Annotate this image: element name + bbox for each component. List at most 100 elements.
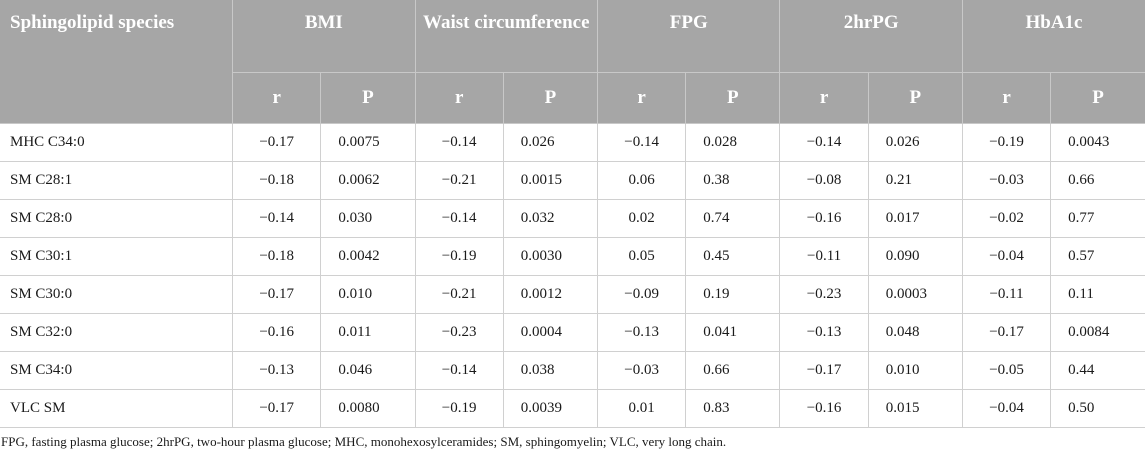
group-header-fpg: FPG [597,0,781,73]
r-value-cell: −0.09 [597,275,687,314]
species-cell: SM C34:0 [0,351,234,390]
table-row: VLC SM −0.17 0.0080 −0.19 0.0039 0.01 0.83 −0.1… [0,389,1145,428]
p-value-cell: 0.66 [685,351,781,390]
p-value-cell: 0.66 [1050,161,1145,200]
r-value-cell: −0.21 [415,275,504,314]
r-value-cell: 0.01 [597,389,687,428]
species-cell: VLC SM [0,389,234,428]
r-value-cell: −0.16 [232,313,322,352]
sub-header-p: P [868,72,963,124]
r-value-cell: −0.05 [962,351,1052,390]
p-value-cell: 0.0075 [320,122,416,162]
r-value-cell: −0.17 [779,351,869,390]
p-value-cell: 0.38 [685,161,781,200]
p-value-cell: 0.21 [868,161,963,200]
p-value-cell: 0.017 [868,199,963,238]
p-value-cell: 0.048 [868,313,963,352]
p-value-cell: 0.0062 [320,161,416,200]
r-value-cell: −0.13 [232,351,322,390]
r-value-cell: −0.21 [415,161,504,200]
p-value-cell: 0.010 [868,351,963,390]
r-value-cell: −0.23 [779,275,869,314]
group-header-waist: Waist circumference [415,0,599,73]
r-value-cell: −0.03 [962,161,1052,200]
sub-header-r: r [597,72,687,124]
r-value-cell: −0.14 [415,351,504,390]
p-value-cell: 0.026 [868,122,963,162]
r-value-cell: −0.17 [232,122,322,162]
r-value-cell: −0.16 [779,389,869,428]
p-value-cell: 0.038 [503,351,599,390]
p-value-cell: 0.50 [1050,389,1145,428]
p-value-cell: 0.041 [685,313,781,352]
r-value-cell: −0.14 [415,199,504,238]
table-row: MHC C34:0 −0.17 0.0075 −0.14 0.026 −0.14 0.028… [0,122,1145,162]
species-cell: SM C30:0 [0,275,234,314]
p-value-cell: 0.010 [320,275,416,314]
r-value-cell: −0.13 [779,313,869,352]
sub-header-r: r [415,72,504,124]
p-value-cell: 0.45 [685,237,781,276]
p-value-cell: 0.0003 [868,275,963,314]
r-value-cell: −0.19 [415,237,504,276]
table-body: MHC C34:0 −0.17 0.0075 −0.14 0.026 −0.14 0.028… [0,122,1145,428]
sub-header-r: r [779,72,869,124]
p-value-cell: 0.57 [1050,237,1145,276]
p-value-cell: 0.0004 [503,313,599,352]
r-value-cell: −0.17 [962,313,1052,352]
p-value-cell: 0.032 [503,199,599,238]
p-value-cell: 0.44 [1050,351,1145,390]
r-value-cell: −0.14 [232,199,322,238]
r-value-cell: −0.18 [232,161,322,200]
species-cell: MHC C34:0 [0,122,234,162]
r-value-cell: 0.06 [597,161,687,200]
species-column-header: Sphingolipid species [0,0,234,124]
sub-header-r: r [962,72,1052,124]
sub-header-p: P [320,72,416,124]
p-value-cell: 0.011 [320,313,416,352]
sub-header-p: P [503,72,599,124]
species-cell: SM C28:0 [0,199,234,238]
header-row-groups: Sphingolipid species BMI Waist circumfer… [0,0,1145,124]
p-value-cell: 0.77 [1050,199,1145,238]
r-value-cell: −0.19 [962,122,1052,162]
sub-header-r: r [232,72,322,124]
p-value-cell: 0.0012 [503,275,599,314]
correlation-table: Sphingolipid species BMI Waist circumfer… [0,0,1145,428]
header-row-stats: r P r P r P r P r P [0,72,1145,124]
r-value-cell: −0.17 [232,389,322,428]
r-value-cell: −0.08 [779,161,869,200]
p-value-cell: 0.0042 [320,237,416,276]
table-row: SM C34:0 −0.13 0.046 −0.14 0.038 −0.03 0.66 −0.… [0,351,1145,390]
p-value-cell: 0.046 [320,351,416,390]
group-header-bmi: BMI [232,0,416,73]
r-value-cell: −0.14 [597,122,687,162]
p-value-cell: 0.090 [868,237,963,276]
p-value-cell: 0.0084 [1050,313,1145,352]
p-value-cell: 0.015 [868,389,963,428]
p-value-cell: 0.0015 [503,161,599,200]
p-value-cell: 0.0039 [503,389,599,428]
p-value-cell: 0.83 [685,389,781,428]
r-value-cell: −0.11 [779,237,869,276]
table-row: SM C28:0 −0.14 0.030 −0.14 0.032 0.02 0.74 −0.1… [0,199,1145,238]
r-value-cell: −0.19 [415,389,504,428]
r-value-cell: −0.02 [962,199,1052,238]
p-value-cell: 0.030 [320,199,416,238]
r-value-cell: −0.16 [779,199,869,238]
r-value-cell: 0.02 [597,199,687,238]
p-value-cell: 0.74 [685,199,781,238]
p-value-cell: 0.19 [685,275,781,314]
table-row: SM C30:1 −0.18 0.0042 −0.19 0.0030 0.05 0.45 −0… [0,237,1145,276]
r-value-cell: −0.13 [597,313,687,352]
p-value-cell: 0.11 [1050,275,1145,314]
p-value-cell: 0.0080 [320,389,416,428]
r-value-cell: −0.11 [962,275,1052,314]
p-value-cell: 0.0030 [503,237,599,276]
species-cell: SM C32:0 [0,313,234,352]
p-value-cell: 0.026 [503,122,599,162]
r-value-cell: −0.04 [962,389,1052,428]
sub-header-p: P [1050,72,1145,124]
table-footnote: FPG, fasting plasma glucose; 2hrPG, two-… [1,433,727,449]
sub-header-p: P [685,72,781,124]
